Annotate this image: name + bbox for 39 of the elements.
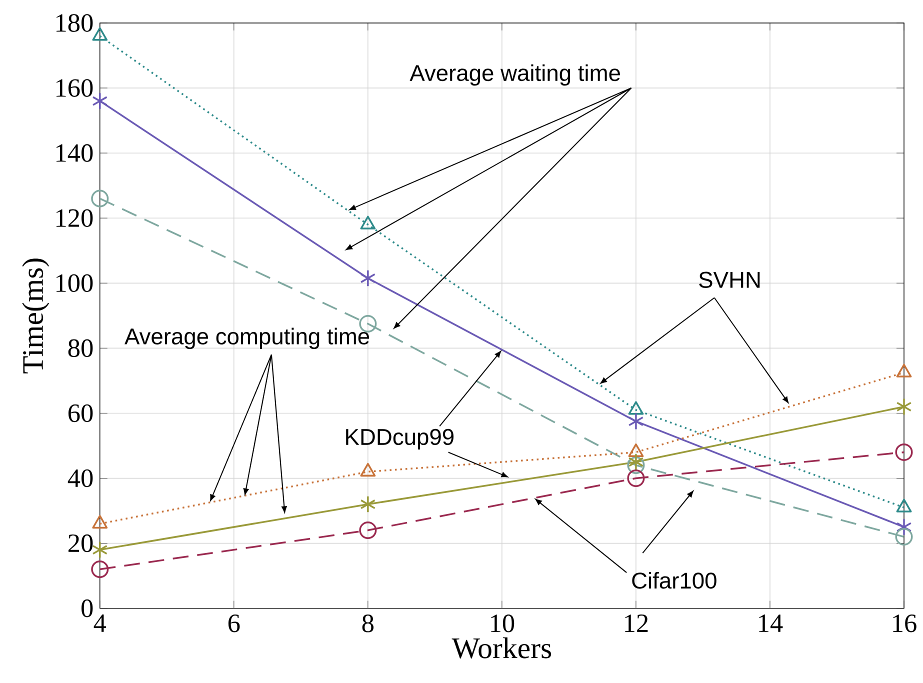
y-tick-label: 0 <box>82 599 93 618</box>
point <box>895 528 913 546</box>
point <box>628 412 644 430</box>
point <box>91 560 109 578</box>
x-axis-title: Workers <box>452 637 552 658</box>
annotation: SVHN <box>699 272 760 288</box>
y-axis-title: Time(ms) <box>22 258 50 374</box>
point <box>360 495 376 513</box>
y-tick-label: 40 <box>68 469 93 488</box>
y-tick-label: 180 <box>56 14 93 32</box>
y-tick-label: 140 <box>56 144 93 162</box>
point <box>895 443 913 461</box>
x-tick-label: 6 <box>228 614 240 632</box>
x-tick-label: 8 <box>362 614 374 632</box>
y-tick-label: 120 <box>56 209 93 227</box>
point <box>628 453 644 471</box>
y-tick-label: 20 <box>68 534 93 552</box>
point <box>92 92 108 110</box>
y-tick-label: 60 <box>68 404 93 422</box>
x-tick-label: 14 <box>759 614 783 632</box>
point <box>627 456 645 474</box>
y-tick-label: 80 <box>68 339 93 357</box>
x-tick-label: 12 <box>625 614 648 632</box>
x-tick-label: 16 <box>893 614 916 632</box>
point <box>627 469 645 487</box>
point <box>360 269 376 287</box>
annotation: Average waiting time <box>410 64 620 86</box>
annotation: Average computing time <box>124 328 370 349</box>
point <box>896 398 912 416</box>
y-tick-label: 160 <box>56 79 93 97</box>
y-tick-label: 100 <box>56 274 93 292</box>
annotation: KDDcup99 <box>346 428 454 450</box>
annotation: Cifar100 <box>632 572 716 589</box>
point <box>92 540 108 558</box>
point <box>359 521 377 539</box>
point <box>91 190 109 208</box>
x-tick-label: 4 <box>94 614 106 632</box>
point <box>896 518 912 536</box>
x-tick-label: 10 <box>491 614 514 632</box>
